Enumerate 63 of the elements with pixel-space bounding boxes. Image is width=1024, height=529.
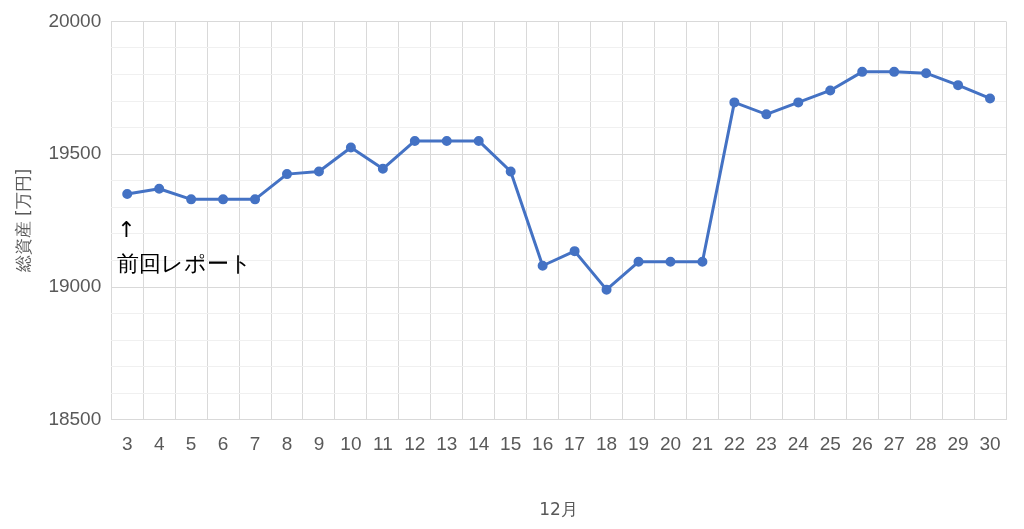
point — [985, 93, 996, 104]
y-tick-label: 18500 — [48, 408, 102, 430]
x-tick-label: 7 — [249, 433, 261, 455]
point — [313, 166, 324, 177]
y-tick-label: 19000 — [48, 275, 102, 297]
x-tick-label: 9 — [313, 433, 325, 455]
point — [761, 109, 772, 120]
point — [186, 194, 197, 205]
point — [793, 97, 804, 108]
point — [537, 260, 548, 271]
point — [345, 142, 356, 153]
x-tick-label: 16 — [532, 433, 554, 455]
x-tick-label: 19 — [627, 433, 650, 455]
point — [409, 135, 420, 146]
point — [889, 66, 900, 77]
point — [218, 194, 229, 205]
point — [377, 163, 388, 174]
x-tick-label: 11 — [372, 433, 393, 455]
x-tick-label: 28 — [915, 433, 937, 455]
x-tick-label: 5 — [185, 433, 197, 455]
point — [601, 284, 612, 295]
point — [953, 80, 964, 91]
point — [857, 66, 868, 77]
point — [729, 97, 740, 108]
x-tick-label: 25 — [819, 433, 841, 455]
x-tick-label: 10 — [340, 433, 362, 455]
x-tick-label: 22 — [723, 433, 745, 455]
x-tick-label: 3 — [121, 433, 133, 455]
x-tick-label: 12 — [404, 433, 426, 455]
x-tick-label: 29 — [947, 433, 969, 455]
x-tick-label: 20 — [659, 433, 682, 455]
point — [473, 135, 484, 146]
point — [441, 135, 452, 146]
x-tick-label: 4 — [153, 433, 165, 455]
point — [825, 85, 836, 96]
x-tick-label: 6 — [217, 433, 229, 455]
point — [569, 246, 580, 257]
point — [154, 183, 165, 194]
x-tick-label: 8 — [281, 433, 293, 455]
y-tick-label: 20000 — [48, 9, 102, 31]
x-tick-label: 24 — [787, 433, 810, 455]
x-tick-label: 23 — [755, 433, 777, 455]
x-tick-label: 21 — [691, 433, 713, 455]
x-tick-label: 14 — [468, 433, 490, 455]
x-axis-title: 12月 — [539, 499, 578, 520]
x-tick-label: 15 — [500, 433, 522, 455]
point — [697, 256, 708, 267]
x-tick-label: 30 — [979, 433, 1001, 455]
x-tick-label: 17 — [564, 433, 586, 455]
point — [122, 189, 133, 200]
point — [250, 194, 261, 205]
x-tick-label: 13 — [436, 433, 458, 455]
point — [921, 68, 932, 79]
x-tick-label: 26 — [851, 433, 873, 455]
x-tick-label: 18 — [595, 433, 618, 455]
point — [281, 169, 292, 180]
y-tick-label: 19500 — [48, 142, 102, 164]
x-tick-label: 27 — [883, 433, 905, 455]
point — [633, 256, 644, 267]
point — [505, 166, 516, 177]
annotation: ↑ 前回レポート — [117, 216, 253, 276]
point — [665, 256, 676, 267]
y-axis-title: 総資産 [万円] — [12, 168, 33, 274]
